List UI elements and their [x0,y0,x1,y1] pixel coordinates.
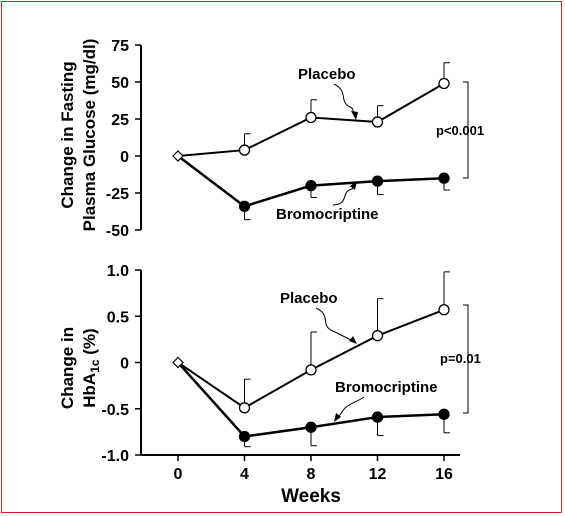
hba1c-y-tick-label: 1.0 [107,263,129,280]
hba1c-y-tick-label: 0 [120,356,129,373]
glucose-bromocriptine-arrowhead [350,181,357,190]
glucose-placebo-point [438,77,450,90]
glucose-y-tick-label: -50 [106,223,129,240]
glucose-panel: 75 50 25 0 -25 -50 Change in Fasting Plasma G… [58,38,484,240]
hba1c-bromocriptine-point [238,430,251,443]
hba1c-placebo-arrowhead [349,336,357,344]
glucose-p-value: p<0.001 [436,123,484,138]
hba1c-p-value: p=0.01 [440,351,481,366]
hba1c-series [172,271,450,448]
hba1c-panel: 1.0 0.5 0 -0.5 -1.0 0 4 8 12 16 Change in HbA1c … [58,263,481,483]
hba1c-significance-bracket [463,304,469,414]
hba1c-bromocriptine-arrowhead [334,413,341,422]
glucose-bromocriptine-point [305,179,317,192]
hba1c-bromocriptine-point [371,411,384,423]
glucose-y-tick-label: 50 [111,75,129,92]
hba1c-placebo-point [238,402,251,414]
glucose-placebo-arrowhead [351,111,358,120]
hba1c-y-label-line-1: Change in [58,327,77,409]
glucose-bromocriptine-point [438,172,450,184]
hba1c-bromocriptine-point [305,421,317,433]
glucose-y-ticks: 75 50 25 0 -25 -50 [106,38,141,240]
hba1c-placebo-point [371,330,384,342]
glucose-significance-bracket [463,81,469,179]
glucose-baseline-point [172,150,184,162]
glucose-placebo-point [371,116,384,128]
hba1c-y-tick-label: -0.5 [101,402,129,419]
hba1c-y-ticks: 1.0 0.5 0 -0.5 -1.0 [101,263,141,465]
hba1c-placebo-label: Placebo [280,290,338,307]
hba1c-y-axis-label: Change in HbA1c (%) [58,327,102,409]
glucose-placebo-point [305,111,317,124]
glucose-placebo-point [238,144,251,156]
hba1c-placebo-point [305,364,317,376]
glucose-y-tick-label: 75 [111,38,129,55]
hba1c-placebo-point [438,304,450,316]
x-tick-label: 8 [307,466,316,483]
glucose-bromocriptine-leader [332,182,357,206]
glucose-bromocriptine-point [371,175,384,187]
hba1c-y-tick-label: 0.5 [107,309,129,326]
glucose-y-axis-label: Change in Fasting Plasma Glucose (mg/dl) [58,39,99,232]
x-tick-label: 16 [435,466,453,483]
x-axis-label: Weeks [281,486,341,507]
hba1c-y-label-line-2: HbA1c (%) [80,328,102,407]
glucose-placebo-label: Placebo [298,66,356,83]
x-tick-label: 4 [240,466,249,483]
glucose-y-label-line-1: Change in Fasting [58,61,77,208]
glucose-y-label-line-2: Plasma Glucose (mg/dl) [80,39,99,232]
x-ticks: 0 4 8 12 16 [174,455,453,483]
hba1c-baseline-point [172,356,184,369]
glucose-y-tick-label: 0 [120,149,129,166]
glucose-series [172,62,450,221]
hba1c-bromocriptine-point [438,408,450,420]
hba1c-y-tick-label: -1.0 [101,448,129,465]
hba1c-bromocriptine-label: Bromocriptine [335,379,438,396]
glucose-bromocriptine-label: Bromocriptine [276,206,379,223]
glucose-y-tick-label: 25 [111,112,129,129]
hba1c-placebo-leader [315,307,356,343]
glucose-bromocriptine-point [238,200,251,212]
x-tick-label: 0 [174,466,183,483]
hba1c-bromocriptine-leader [335,396,365,421]
glucose-y-tick-label: -25 [106,186,129,203]
x-tick-label: 12 [369,466,387,483]
glucose-placebo-leader [333,83,357,119]
